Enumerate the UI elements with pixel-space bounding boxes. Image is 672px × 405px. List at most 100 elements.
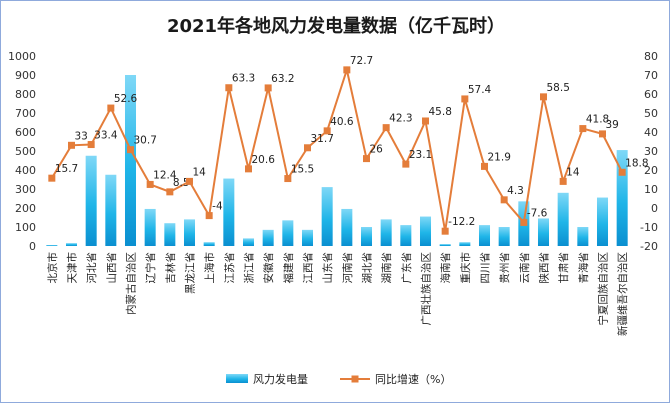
line-point [166, 188, 174, 196]
right-axis: -20 -10 0 10 20 30 40 50 60 70 80 [640, 50, 658, 253]
bar [164, 223, 176, 246]
bar [341, 208, 353, 246]
category-label: 河北省 [85, 252, 98, 284]
category-label: 黑龙江省 [184, 252, 197, 294]
data-label: 14 [566, 166, 580, 178]
category-label: 浙江省 [243, 252, 256, 284]
category-label: 重庆市 [459, 252, 472, 284]
right-tick-label: 10 [644, 183, 658, 196]
bar [498, 227, 510, 246]
data-label: 8.5 [173, 177, 190, 189]
bar [301, 229, 314, 246]
data-label: 33 [75, 130, 88, 142]
category-label: 内蒙古自治区 [125, 252, 138, 315]
category-label: 山东省 [321, 252, 334, 284]
right-tick-label: -20 [640, 240, 658, 253]
bar [537, 218, 550, 246]
bar [577, 227, 589, 246]
right-tick-label: 60 [644, 88, 658, 101]
data-label: 21.9 [488, 151, 511, 163]
category-label: 新疆维吾尔自治区 [616, 252, 629, 336]
category-label: 广东省 [400, 252, 413, 284]
category-label: 江西省 [302, 252, 315, 284]
bar [262, 229, 274, 246]
right-tick-label: 40 [644, 126, 658, 139]
left-tick-label: 400 [15, 164, 36, 177]
bar [183, 219, 196, 246]
line-point [205, 212, 213, 220]
line-point [363, 155, 370, 163]
category-label: 辽宁省 [144, 252, 157, 284]
bar [439, 244, 451, 246]
data-label: 33.4 [94, 130, 118, 142]
line-point [127, 146, 134, 154]
line-series: 15.733 33.452.630.712.48.514-463.320.663.… [48, 55, 649, 235]
line-path [50, 66, 624, 232]
data-label: -4 [212, 201, 223, 213]
data-label: 39 [606, 119, 619, 131]
line-point [402, 160, 410, 168]
data-label: -12.2 [448, 216, 475, 228]
category-label: 河南省 [341, 252, 354, 284]
category-label: 青海省 [577, 252, 590, 284]
line-point [225, 84, 233, 92]
line-point [186, 177, 193, 185]
bar [223, 178, 235, 246]
category-label: 海南省 [439, 252, 452, 284]
left-tick-label: 1000 [8, 50, 36, 63]
category-label: 宁夏回族自治区 [597, 252, 610, 326]
left-tick-label: 0 [29, 240, 36, 253]
data-label: 4.3 [507, 185, 524, 197]
bar [203, 242, 215, 246]
category-label: 陕西省 [538, 252, 551, 284]
left-tick-label: 100 [15, 221, 36, 234]
line-point [48, 174, 56, 182]
line-point [264, 84, 272, 92]
category-label: 北京市 [46, 252, 59, 284]
line-point [599, 130, 606, 138]
category-labels: 北京市 天津市 河北省 山西省 内蒙古自治区 辽宁省 吉林省 黑龙江省 上海市 江苏省 浙江省 安徽省… [46, 252, 629, 336]
left-tick-label: 200 [15, 202, 36, 215]
line-point [579, 125, 587, 133]
legend-swatch-bar [226, 374, 248, 383]
bar [419, 216, 432, 246]
bar [65, 243, 78, 246]
bar [478, 225, 491, 246]
data-label: 63.2 [271, 73, 294, 85]
data-label: 23.1 [409, 149, 432, 161]
bar [144, 208, 156, 246]
bar [596, 197, 609, 246]
category-label: 吉林省 [164, 252, 177, 284]
line-point [559, 177, 567, 185]
line-point [323, 127, 331, 135]
bar [459, 242, 471, 246]
bar [380, 219, 392, 246]
line-point [461, 95, 469, 103]
data-label: 12.4 [153, 169, 177, 181]
line-point [422, 117, 429, 125]
line-point [540, 93, 547, 101]
right-tick-label: 80 [644, 50, 658, 63]
legend-swatch-line [351, 375, 359, 383]
left-tick-label: 300 [15, 183, 36, 196]
line-point [618, 168, 626, 176]
data-label: 20.6 [252, 154, 276, 166]
category-label: 湖南省 [380, 252, 393, 284]
category-label: 安徽省 [262, 252, 275, 284]
left-tick-label: 600 [15, 126, 36, 139]
data-label: 30.7 [134, 135, 157, 147]
right-tick-label: 50 [644, 107, 658, 120]
line-point [146, 180, 154, 188]
line-point [481, 162, 488, 170]
bar [85, 155, 97, 246]
data-label: 57.4 [468, 84, 492, 96]
line-point [304, 144, 311, 152]
left-axis: 0 100 200 300 400 500 600 700 800 900 1000 [8, 50, 36, 253]
right-tick-label: 0 [651, 202, 658, 215]
line-point [245, 165, 252, 173]
data-label: 58.5 [547, 82, 570, 94]
line-point [500, 196, 508, 204]
data-label: 42.3 [389, 113, 412, 125]
legend-label-bar: 风力发电量 [253, 372, 308, 386]
